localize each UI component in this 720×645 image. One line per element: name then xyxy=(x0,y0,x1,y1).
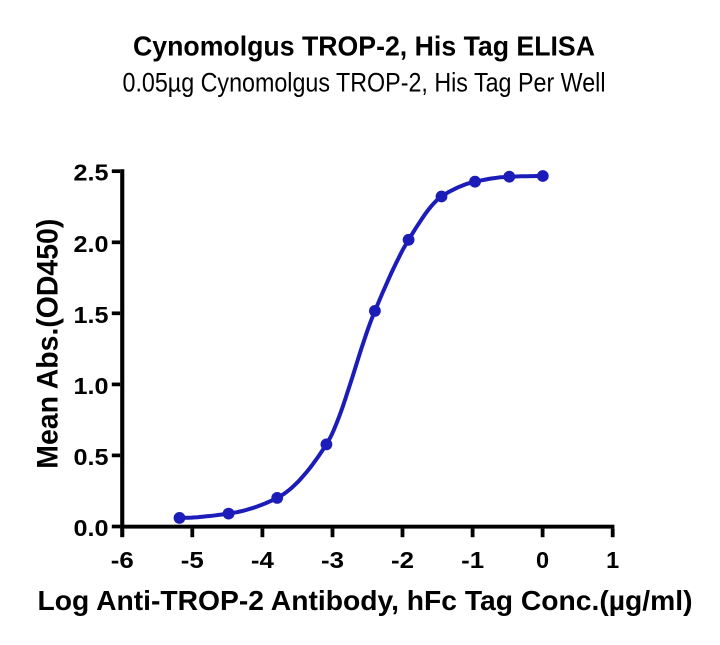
svg-text:0.5: 0.5 xyxy=(74,444,109,470)
svg-text:-1: -1 xyxy=(461,547,484,573)
svg-text:0: 0 xyxy=(536,547,549,573)
svg-text:1: 1 xyxy=(606,547,619,573)
svg-text:-6: -6 xyxy=(111,547,134,573)
svg-text:0.0: 0.0 xyxy=(74,515,109,541)
svg-text:1.0: 1.0 xyxy=(74,373,109,399)
svg-text:-4: -4 xyxy=(251,547,274,573)
svg-text:-3: -3 xyxy=(321,547,344,573)
svg-text:-5: -5 xyxy=(181,547,204,573)
svg-text:-2: -2 xyxy=(391,547,414,573)
svg-text:2.5: 2.5 xyxy=(74,160,109,186)
svg-text:2.0: 2.0 xyxy=(74,231,109,257)
svg-text:0.05µg Cynomolgus TROP-2, His: 0.05µg Cynomolgus TROP-2, His Tag Per We… xyxy=(123,67,606,97)
svg-text:Cynomolgus TROP-2, His Tag ELI: Cynomolgus TROP-2, His Tag ELISA xyxy=(133,31,595,62)
svg-text:1.5: 1.5 xyxy=(74,302,109,328)
svg-text:Log Anti-TROP-2 Antibody, hFc: Log Anti-TROP-2 Antibody, hFc Tag Conc.(… xyxy=(38,585,693,616)
svg-text:Mean Abs.(OD450): Mean Abs.(OD450) xyxy=(31,219,64,469)
